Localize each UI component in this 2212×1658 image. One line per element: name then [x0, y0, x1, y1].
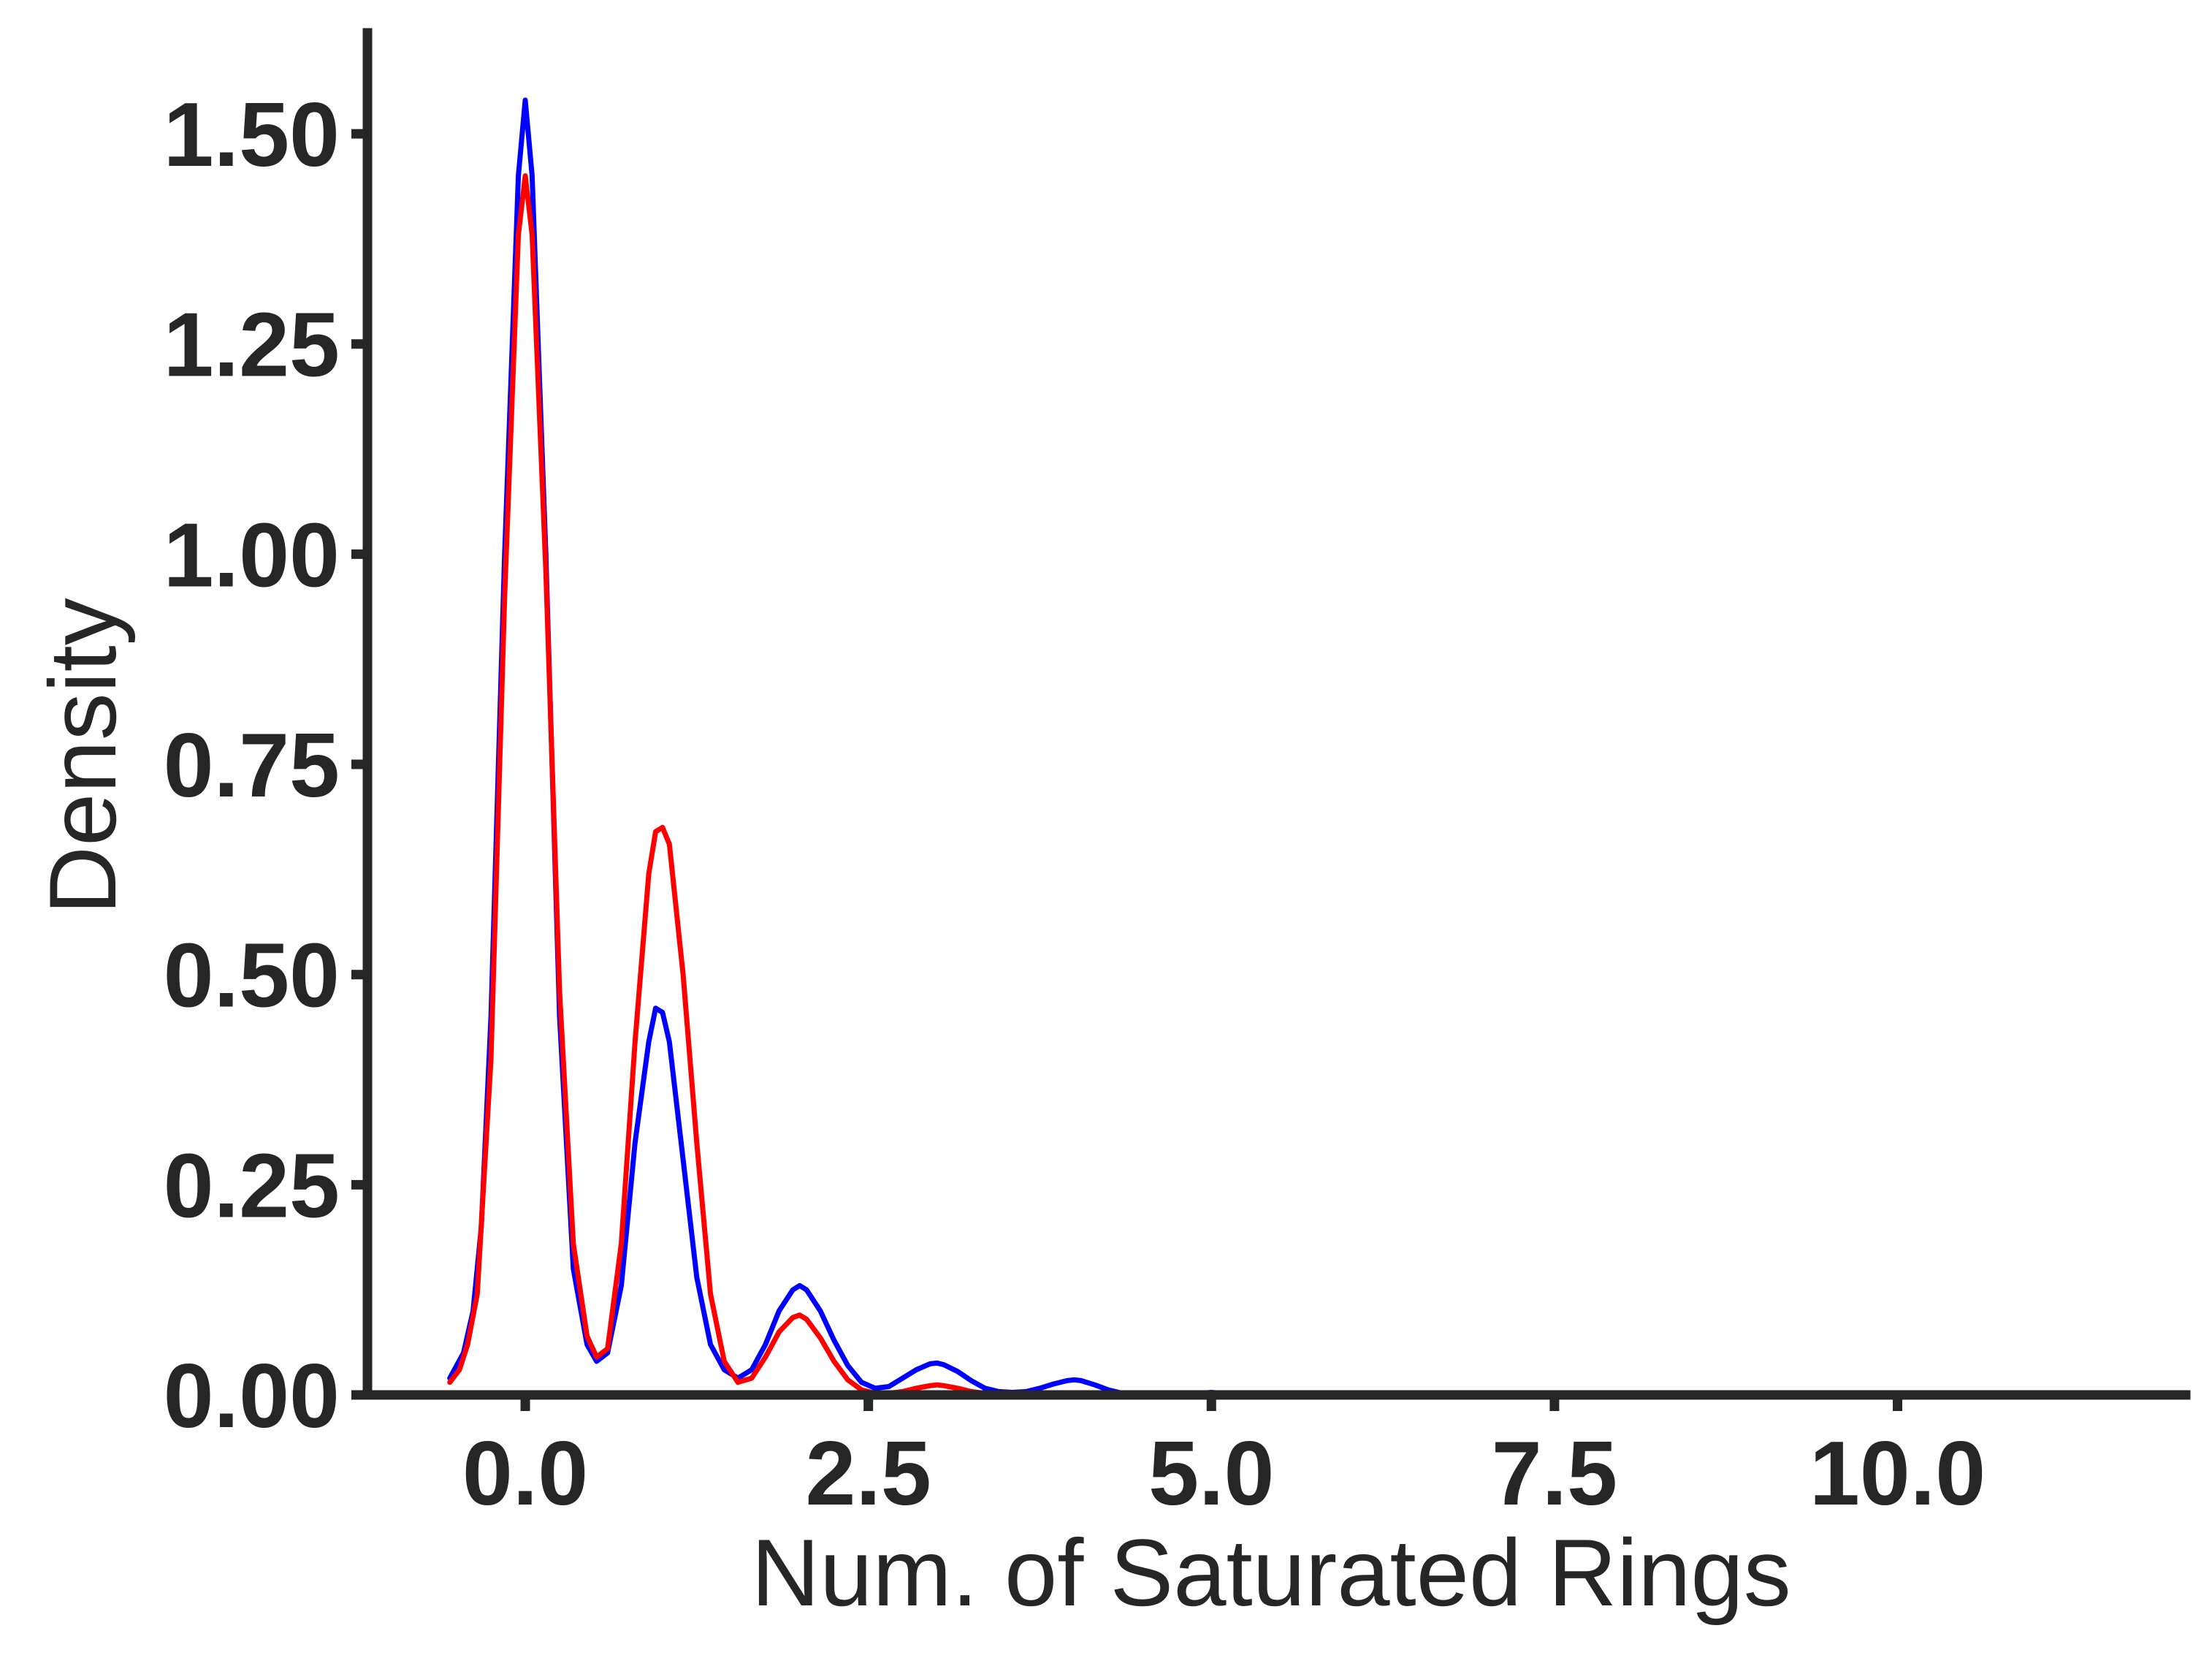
y-tick-label: 0.75: [164, 715, 340, 816]
x-tick-label: 2.5: [805, 1423, 931, 1524]
x-tick-label: 10.0: [1809, 1423, 1986, 1524]
density-line-2: [447, 173, 1105, 1398]
series-layer: [447, 97, 1242, 1398]
y-tick-label: 1.25: [164, 295, 340, 396]
x-tick-label: 7.5: [1492, 1423, 1617, 1524]
y-tick-label: 0.25: [164, 1136, 340, 1236]
y-tick-label: 1.50: [164, 85, 340, 186]
x-tick-label: 0.0: [462, 1423, 588, 1524]
y-tick-label: 1.00: [164, 505, 340, 606]
y-tick-label: 0.50: [164, 926, 340, 1027]
ticks-layer: 0.0 2.5 5.0 7.5 10.0 0.00 0.25 0.50 0.75 1.00 1.25…: [164, 85, 1986, 1524]
x-axis-label: Num. of Saturated Rings: [751, 1519, 1790, 1626]
density-line-1: [447, 97, 1242, 1398]
x-tick-label: 5.0: [1148, 1423, 1274, 1524]
y-tick-label: 0.00: [164, 1346, 340, 1447]
y-axis-label: Density: [29, 598, 136, 914]
